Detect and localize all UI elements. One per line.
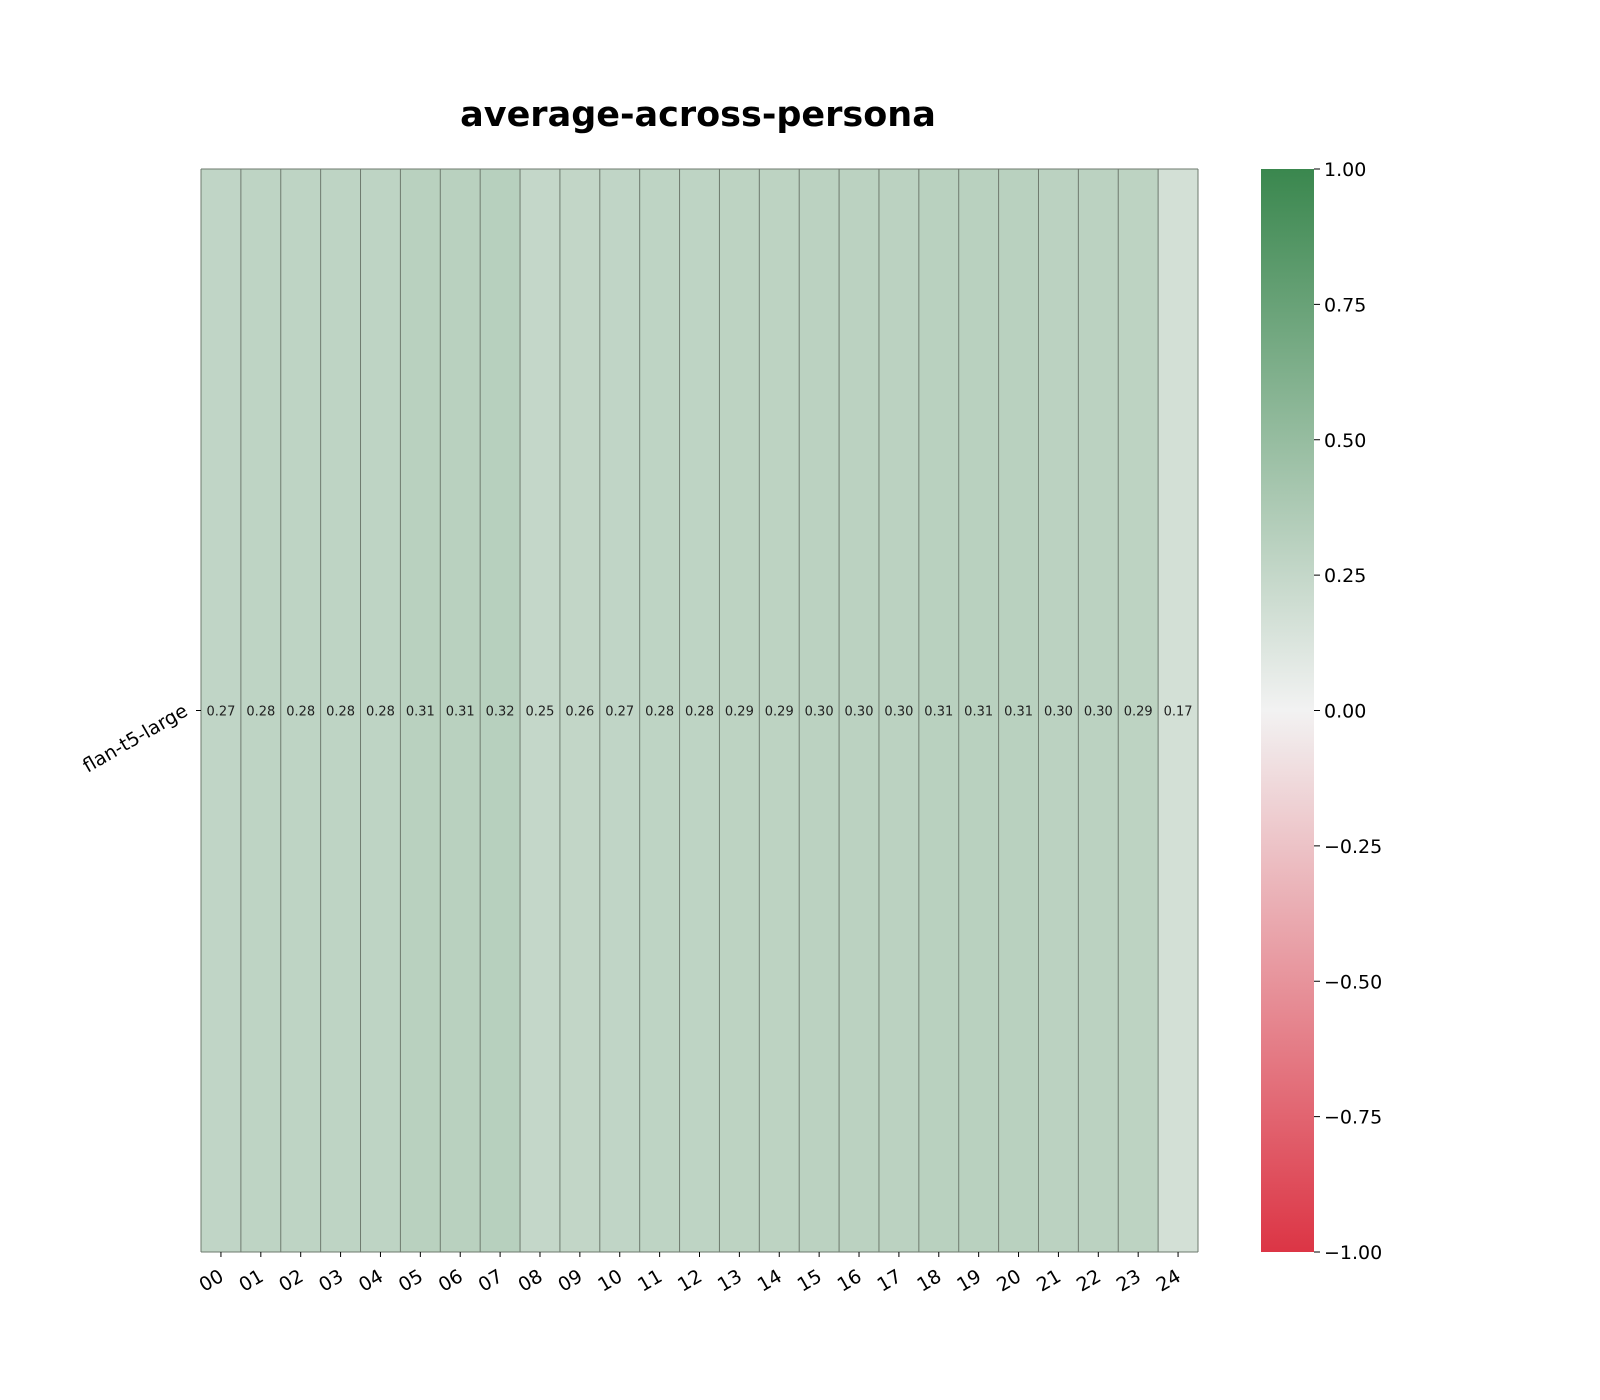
cell-value-label: 0.28 xyxy=(326,705,355,720)
cell-value-label: 0.29 xyxy=(725,705,754,720)
colorbar-tick-label: 0.50 xyxy=(1324,430,1366,452)
colorbar: 1.00 0.75 0.50 0.25 0.00 −0.25 −0.50 −0.75 −1.00 xyxy=(1261,159,1382,1264)
heatmap-cell xyxy=(520,169,560,1252)
x-tick-label: 15 xyxy=(794,1265,826,1296)
colorbar-tick-label: 1.00 xyxy=(1324,159,1366,181)
cell-value-label: 0.29 xyxy=(765,705,794,720)
cell-value-label: 0.31 xyxy=(1004,705,1033,720)
heatmap-cell xyxy=(599,169,640,1252)
colorbar-tick-label: −0.25 xyxy=(1324,836,1382,858)
colorbar-tick-label: −0.75 xyxy=(1324,1107,1382,1129)
x-tick-label: 05 xyxy=(395,1265,427,1296)
y-axis: flan-t5-large xyxy=(79,700,201,778)
x-tick-label: 01 xyxy=(235,1265,267,1296)
colorbar-gradient xyxy=(1261,169,1314,1252)
colorbar-tick-label: −1.00 xyxy=(1324,1242,1382,1264)
cell-value-label: 0.30 xyxy=(805,705,834,720)
heatmap-cell xyxy=(878,169,919,1252)
heatmap-cell xyxy=(1118,169,1159,1252)
heatmap-cells xyxy=(201,169,1198,1252)
x-tick-label: 19 xyxy=(953,1265,985,1296)
x-tick-label: 07 xyxy=(475,1265,507,1296)
x-tick-label: 02 xyxy=(275,1265,307,1296)
cell-value-label: 0.28 xyxy=(246,705,275,720)
cell-value-label: 0.30 xyxy=(1084,705,1113,720)
cell-value-label: 0.30 xyxy=(884,705,913,720)
cell-value-label: 0.28 xyxy=(286,705,315,720)
cell-value-label: 0.26 xyxy=(565,705,594,720)
x-tick-label: 13 xyxy=(714,1265,746,1296)
heatmap-cell xyxy=(1158,169,1198,1252)
x-tick-label: 14 xyxy=(754,1265,786,1296)
colorbar-tick-label: 0.25 xyxy=(1324,565,1366,587)
x-tick-label: 06 xyxy=(435,1265,467,1296)
x-tick-label: 20 xyxy=(993,1265,1025,1296)
heatmap-cell xyxy=(360,169,401,1252)
heatmap-cell xyxy=(918,169,959,1252)
heatmap-gridlines xyxy=(200,168,1199,1253)
heatmap-cell xyxy=(240,169,281,1252)
cell-value-label: 0.31 xyxy=(406,705,435,720)
x-tick-label: 09 xyxy=(554,1265,586,1296)
heatmap-cell xyxy=(1078,169,1119,1252)
heatmap-cell xyxy=(998,169,1039,1252)
x-tick-label: 18 xyxy=(913,1265,945,1296)
x-tick-label: 23 xyxy=(1113,1265,1145,1296)
heatmap-cell xyxy=(201,169,241,1252)
heatmap-cell xyxy=(759,169,800,1252)
x-tick-label: 17 xyxy=(873,1265,905,1296)
heatmap-cell xyxy=(480,169,521,1252)
cell-value-label: 0.27 xyxy=(605,705,634,720)
cell-value-label: 0.30 xyxy=(1044,705,1073,720)
x-tick-label: 00 xyxy=(195,1265,227,1296)
cell-value-label: 0.29 xyxy=(1124,705,1153,720)
heatmap-cell xyxy=(559,169,600,1252)
colorbar-tick-label: 0.00 xyxy=(1324,701,1366,723)
x-tick-label: 08 xyxy=(515,1265,547,1296)
cell-value-label: 0.28 xyxy=(685,705,714,720)
cell-value-label: 0.28 xyxy=(366,705,395,720)
heatmap-cell xyxy=(958,169,999,1252)
cell-value-label: 0.30 xyxy=(845,705,874,720)
heatmap-cell xyxy=(679,169,720,1252)
heatmap-cell xyxy=(400,169,441,1252)
heatmap-cell xyxy=(639,169,680,1252)
x-tick-label: 24 xyxy=(1153,1265,1185,1296)
x-tick-label: 22 xyxy=(1073,1265,1105,1296)
x-tick-label: 04 xyxy=(355,1265,387,1296)
cell-value-label: 0.27 xyxy=(206,705,235,720)
heatmap-cell xyxy=(799,169,840,1252)
cell-value-label: 0.28 xyxy=(645,705,674,720)
heatmap-cell xyxy=(719,169,760,1252)
x-tick-label: 16 xyxy=(834,1265,866,1296)
colorbar-tick-label: 0.75 xyxy=(1324,294,1366,316)
heatmap-cell xyxy=(320,169,361,1252)
heatmap-value-labels: 0.27 0.28 0.28 0.28 0.28 0.31 0.31 0.32 0.25 0.26… xyxy=(206,705,1192,720)
heatmap-cell xyxy=(440,169,481,1252)
cell-value-label: 0.31 xyxy=(446,705,475,720)
colorbar-tick-label: −0.50 xyxy=(1324,971,1382,993)
chart-title: average-across-persona xyxy=(460,95,936,135)
cell-value-label: 0.31 xyxy=(964,705,993,720)
cell-value-label: 0.17 xyxy=(1164,705,1193,720)
x-axis: 00 01 02 03 04 05 06 07 08 09 10 11 12 13 14 15 16 17 18 19… xyxy=(195,1252,1185,1296)
x-tick-label: 10 xyxy=(594,1265,626,1296)
cell-value-label: 0.31 xyxy=(924,705,953,720)
x-tick-label: 12 xyxy=(674,1265,706,1296)
heatmap-cell xyxy=(1038,169,1079,1252)
heatmap-cell xyxy=(839,169,879,1252)
x-tick-label: 11 xyxy=(634,1265,666,1296)
cell-value-label: 0.25 xyxy=(526,705,555,720)
x-tick-label: 21 xyxy=(1033,1265,1065,1296)
y-tick-label: flan-t5-large xyxy=(79,700,191,778)
heatmap-cell xyxy=(280,169,321,1252)
x-tick-label: 03 xyxy=(315,1265,347,1296)
cell-value-label: 0.32 xyxy=(486,705,515,720)
